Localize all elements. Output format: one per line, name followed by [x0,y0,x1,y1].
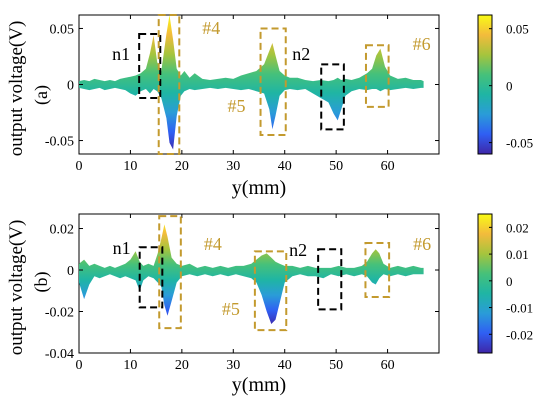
annotation-label-sample-5: #5 [222,299,240,319]
y-tick-label: -0.02 [45,306,74,321]
annotation-label-n1: n1 [112,44,130,64]
colorbar-tick-label: -0.01 [506,301,533,316]
annotation-label-sample-6: #6 [413,34,431,54]
annotation-box-sample-5 [259,27,287,136]
y-tick-label: 0.02 [50,223,75,238]
annotation-box-sample-5 [253,250,288,332]
x-tick-label: 0 [76,358,83,373]
x-tick-label: 10 [123,159,137,174]
y-tick-label: 0.05 [50,22,75,37]
y-tick-label: -0.04 [45,347,74,362]
colorbar-tick-label: 0.02 [506,220,529,235]
annotation-box-n2 [320,63,345,131]
x-tick-label: 20 [175,358,189,373]
x-tick-label: 50 [329,159,343,174]
annotation-box-sample-6 [364,44,390,108]
annotation-box-sample-6 [364,242,391,298]
annotation-label-sample-5: #5 [228,96,246,116]
y-tick-label: 0 [67,264,74,279]
x-axis-title: y(mm) [232,177,286,199]
signal-area-0 [79,224,424,324]
x-tick-label: 10 [123,358,137,373]
y-axis-title: output voltage(V) [6,220,27,356]
colorbar [477,213,493,354]
annotation-label-sample-4: #4 [204,234,222,254]
annotation-label-sample-4: #4 [202,18,220,38]
annotation-box-n1 [138,33,162,99]
panel-b: 0 10 20 30 40 50 60 -0.04 -0.02 0 0.02 n1 #4 #5 n2 #6 y(… [6,213,533,396]
panel-label: (b) [31,272,52,293]
x-tick-label: 60 [381,159,395,174]
y-axis-title: output voltage(V) [6,21,27,157]
colorbar-tick-label: -0.05 [506,136,533,151]
y-tick-label: -0.05 [45,135,74,150]
annotation-label-n1: n1 [113,238,131,258]
signal-area-0 [79,15,424,150]
colorbar-tick-label: 0.05 [506,22,529,37]
y-tick-label: 0 [67,79,74,94]
panel-label: (a) [31,85,52,105]
x-tick-label: 30 [226,358,240,373]
annotation-box-sample-4 [157,14,181,155]
x-tick-label: 20 [175,159,189,174]
annotation-label-n2: n2 [292,44,310,64]
x-axis-title: y(mm) [232,374,286,396]
x-tick-label: 30 [226,159,240,174]
x-tick-label: 0 [76,159,83,174]
x-tick-label: 40 [278,358,292,373]
annotation-label-sample-6: #6 [413,234,431,254]
x-tick-label: 50 [329,358,343,373]
x-tick-label: 40 [278,159,292,174]
colorbar-tick-label: 0 [506,79,513,94]
annotation-label-n2: n2 [289,240,307,260]
colorbar [477,14,493,155]
annotation-box-n2 [317,248,343,311]
colorbar-tick-label: 0 [506,274,513,289]
colorbar-tick-label: 0.01 [506,247,529,262]
colorbar-tick-label: -0.02 [506,327,533,342]
annotation-box-n1 [138,246,164,309]
x-tick-label: 60 [381,358,395,373]
annotation-box-sample-4 [158,215,182,330]
